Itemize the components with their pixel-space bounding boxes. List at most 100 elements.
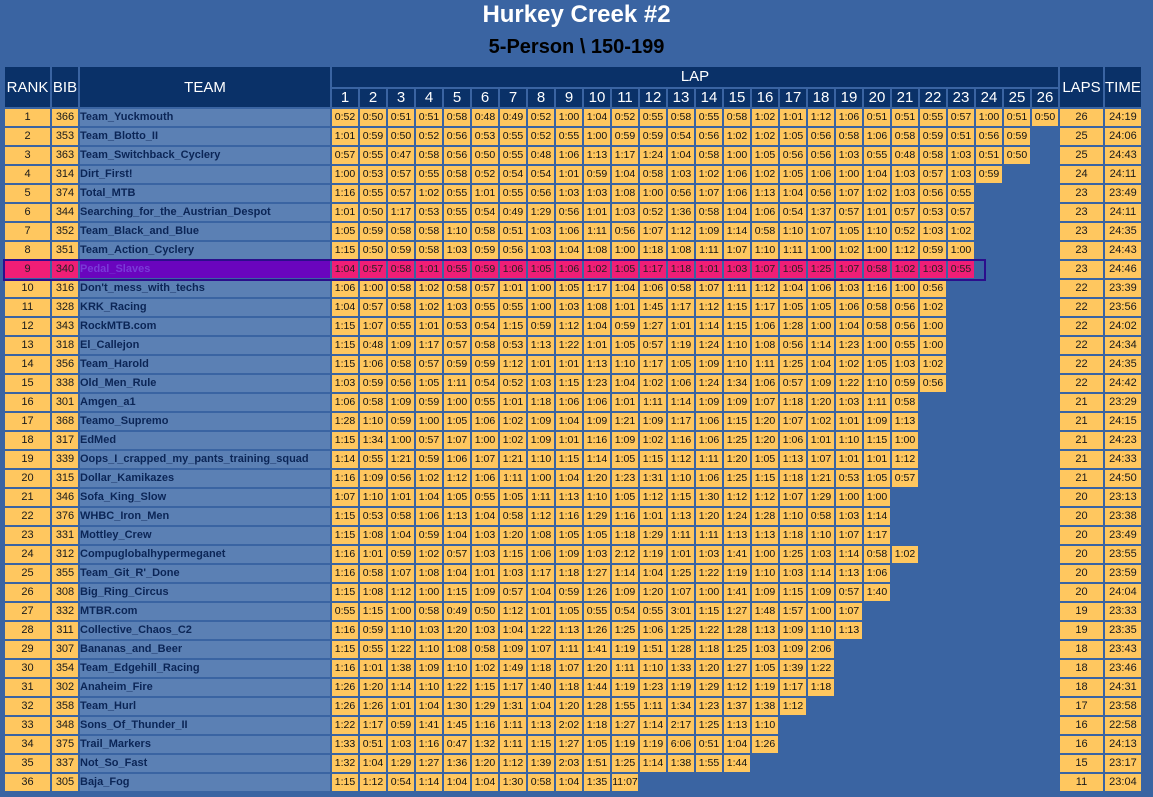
lap-split-cell: 1:02 — [500, 413, 526, 430]
empty-lap-cell — [1032, 679, 1058, 696]
lap-split-cell: 0:55 — [444, 204, 470, 221]
lap-split-cell: 1:06 — [864, 128, 890, 145]
lap-split-cell: 1:07 — [780, 413, 806, 430]
laps-cell: 23 — [1060, 242, 1103, 259]
lap-split-cell: 1:08 — [584, 242, 610, 259]
lap-split-cell: 0:57 — [416, 356, 442, 373]
lap-split-cell: 0:57 — [836, 204, 862, 221]
bib-cell: 348 — [52, 717, 78, 734]
lap-split-cell: 1:15 — [500, 318, 526, 335]
empty-lap-cell — [1032, 375, 1058, 392]
lap-split-cell: 1:24 — [696, 337, 722, 354]
empty-lap-cell — [976, 394, 1002, 411]
lap-split-cell: 1:41 — [724, 546, 750, 563]
lap-split-cell: 1:02 — [696, 166, 722, 183]
lap-split-cell: 1:02 — [752, 109, 778, 126]
time-cell: 23:49 — [1105, 185, 1141, 202]
empty-lap-cell — [920, 527, 946, 544]
lap-split-cell: 1:12 — [360, 774, 386, 791]
lap-split-cell: 1:16 — [332, 546, 358, 563]
lap-split-cell: 0:50 — [360, 204, 386, 221]
empty-lap-cell — [864, 660, 890, 677]
table-row: 5 374 Total_MTB 1:16 0:55 0:57 1:02 0:55 1:01 0:5… — [5, 185, 1141, 202]
lap-split-cell: 1:03 — [948, 147, 974, 164]
empty-lap-cell — [976, 375, 1002, 392]
lap-split-cell: 1:05 — [500, 489, 526, 506]
empty-lap-cell — [1032, 147, 1058, 164]
lap-split-cell: 1:25 — [724, 432, 750, 449]
lap-split-cell: 1:17 — [640, 261, 666, 278]
empty-lap-cell — [1032, 755, 1058, 772]
lap-split-cell: 0:53 — [472, 128, 498, 145]
rank-cell: 27 — [5, 603, 50, 620]
lap-split-cell: 1:27 — [416, 755, 442, 772]
team-name-cell: Teamo_Supremo — [80, 413, 330, 430]
empty-lap-cell — [892, 641, 918, 658]
empty-lap-cell — [920, 565, 946, 582]
team-name-cell: Team_Hurl — [80, 698, 330, 715]
lap-split-cell: 1:29 — [808, 489, 834, 506]
lap-split-cell: 1:06 — [500, 261, 526, 278]
empty-lap-cell — [1032, 299, 1058, 316]
lap-split-cell: 0:56 — [696, 128, 722, 145]
laps-cell: 16 — [1060, 736, 1103, 753]
empty-lap-cell — [1004, 413, 1030, 430]
lap-split-cell: 0:57 — [780, 375, 806, 392]
empty-lap-cell — [948, 698, 974, 715]
empty-lap-cell — [976, 223, 1002, 240]
lap-split-cell: 1:05 — [612, 489, 638, 506]
lap-split-cell: 1:10 — [752, 242, 778, 259]
lap-split-cell: 1:00 — [584, 128, 610, 145]
team-name-cell: WHBC_Iron_Men — [80, 508, 330, 525]
lap-split-cell: 0:51 — [416, 109, 442, 126]
laps-cell: 20 — [1060, 489, 1103, 506]
bib-cell: 368 — [52, 413, 78, 430]
empty-lap-cell — [948, 584, 974, 601]
rank-cell: 26 — [5, 584, 50, 601]
lap-split-cell: 1:41 — [416, 717, 442, 734]
lap-split-cell: 1:14 — [584, 451, 610, 468]
team-name-cell: Collective_Chaos_C2 — [80, 622, 330, 639]
lap-split-cell: 1:15 — [696, 603, 722, 620]
lap-split-cell: 0:55 — [444, 185, 470, 202]
rank-cell: 3 — [5, 147, 50, 164]
empty-lap-cell — [1004, 356, 1030, 373]
lap-split-cell: 1:19 — [612, 679, 638, 696]
lap-split-cell: 1:10 — [444, 660, 470, 677]
team-name-cell: Not_So_Fast — [80, 755, 330, 772]
lap-split-cell: 1:05 — [612, 451, 638, 468]
lap-split-cell: 1:04 — [416, 698, 442, 715]
bib-cell: 316 — [52, 280, 78, 297]
lap-split-cell: 1:49 — [500, 660, 526, 677]
lap-split-cell: 0:57 — [360, 299, 386, 316]
lap-split-cell: 1:03 — [892, 356, 918, 373]
lap-split-cell: 0:50 — [1004, 147, 1030, 164]
lap-split-cell: 0:58 — [360, 394, 386, 411]
laps-cell: 23 — [1060, 185, 1103, 202]
lap-split-cell: 1:18 — [668, 261, 694, 278]
lap-number-header: 18 — [808, 88, 834, 107]
team-name-cell: Team_Blotto_II — [80, 128, 330, 145]
lap-split-cell: 1:17 — [752, 299, 778, 316]
empty-lap-cell — [1032, 356, 1058, 373]
lap-split-cell: 1:07 — [668, 584, 694, 601]
lap-split-cell: 1:22 — [696, 622, 722, 639]
bib-cell: 314 — [52, 166, 78, 183]
lap-split-cell: 1:17 — [528, 565, 554, 582]
lap-split-cell: 0:55 — [500, 147, 526, 164]
lap-split-cell: 1:12 — [752, 489, 778, 506]
lap-split-cell: 1:12 — [808, 109, 834, 126]
lap-split-cell: 1:01 — [668, 318, 694, 335]
lap-split-cell: 1:00 — [360, 280, 386, 297]
lap-split-cell: 1:16 — [612, 508, 638, 525]
lap-split-cell: 1:30 — [500, 774, 526, 791]
lap-split-cell: 0:53 — [360, 508, 386, 525]
lap-split-cell: 1:13 — [836, 565, 862, 582]
rank-cell: 18 — [5, 432, 50, 449]
empty-lap-cell — [948, 375, 974, 392]
laps-cell: 22 — [1060, 318, 1103, 335]
bib-cell: 312 — [52, 546, 78, 563]
lap-split-cell: 1:07 — [836, 185, 862, 202]
lap-split-cell: 0:57 — [948, 109, 974, 126]
lap-split-cell: 1:02 — [920, 299, 946, 316]
